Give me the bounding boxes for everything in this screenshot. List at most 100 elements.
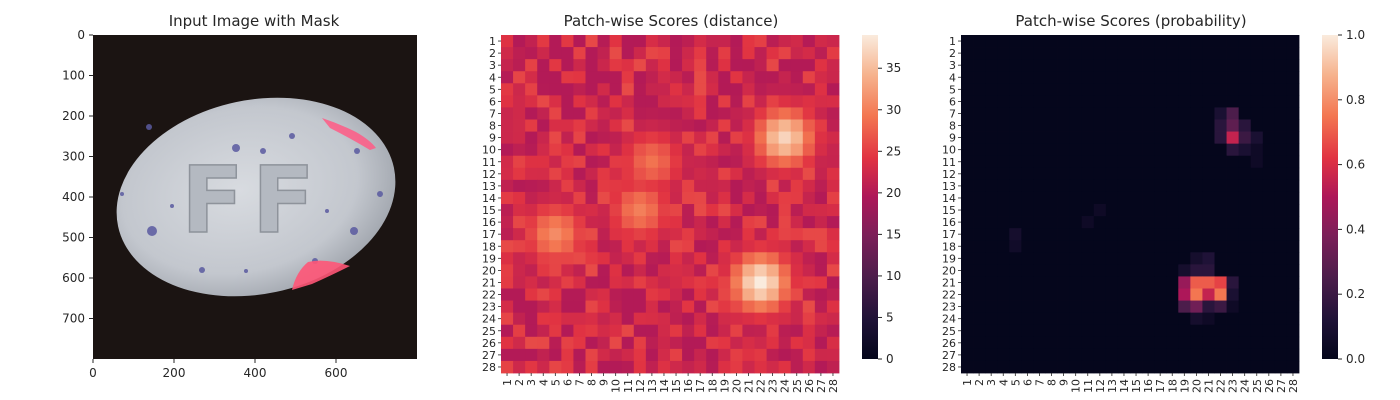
heatmap-cell: [1166, 324, 1179, 338]
heatmap-cell: [1142, 59, 1155, 72]
heatmap-cell: [730, 324, 743, 338]
heatmap-cell: [1154, 228, 1167, 241]
heatmap-cell: [1009, 204, 1022, 217]
heatmap-cell: [1033, 252, 1046, 265]
colorbar-tick-label: 35: [886, 61, 901, 75]
heatmap-cell: [597, 312, 611, 326]
heatmap-cell: [997, 324, 1010, 338]
heatmap-cell: [766, 324, 780, 338]
heatmap-cell: [742, 71, 755, 84]
heatmap-cell: [1250, 191, 1264, 205]
heatmap-cell: [1009, 300, 1022, 314]
heatmap-cell: [754, 155, 767, 169]
heatmap-cell: [1021, 191, 1034, 205]
heatmap-cell: [1069, 204, 1083, 217]
heatmap-cell: [1286, 240, 1300, 253]
heatmap-cell: [1190, 288, 1203, 301]
heatmap-cell: [985, 95, 998, 108]
heatmap-cell: [585, 216, 598, 229]
heatmap-cell: [609, 35, 623, 48]
heatmap-cell: [1009, 167, 1022, 181]
heatmap-cell: [778, 204, 792, 217]
heatmap-cell: [1081, 143, 1095, 157]
heatmap-cell: [561, 348, 574, 362]
heatmap-cell: [1057, 300, 1071, 314]
col-tick-label: 17: [1154, 379, 1167, 393]
heatmap-cell: [1057, 47, 1071, 60]
heatmap-cell: [694, 288, 707, 301]
heatmap-cell: [997, 216, 1010, 229]
pill-imprint: FF: [181, 147, 323, 254]
heatmap-cell: [754, 240, 767, 253]
heatmap-cell: [1226, 276, 1240, 289]
heatmap-cell: [1250, 107, 1264, 120]
heatmap-cell: [1009, 264, 1022, 277]
heatmap-cell: [961, 131, 974, 145]
heatmap-cell: [1238, 59, 1252, 72]
y-tick-label: 400: [62, 190, 85, 204]
distance-ticks: 1122334455667788991010111112121313141415…: [482, 35, 840, 393]
heatmap-cell: [1214, 348, 1227, 362]
heatmap-cell: [1069, 131, 1083, 145]
heatmap-cell: [537, 155, 550, 169]
heatmap-cell: [1238, 179, 1252, 193]
heatmap-cell: [985, 348, 998, 362]
heatmap-cell: [706, 191, 719, 205]
heatmap-cell: [766, 143, 780, 157]
col-tick-label: 26: [803, 379, 816, 393]
heatmap-cell: [1238, 71, 1252, 84]
heatmap-cell: [1190, 204, 1203, 217]
heatmap-cell: [1130, 95, 1143, 108]
col-tick-label: 10: [610, 379, 623, 393]
heatmap-cell: [1033, 95, 1046, 108]
heatmap-cell: [985, 216, 998, 229]
col-tick-label: 24: [1239, 379, 1252, 393]
heatmap-cell: [513, 228, 526, 241]
heatmap-cell: [997, 83, 1010, 96]
heatmap-cell: [790, 264, 804, 277]
heatmap-cell: [1033, 240, 1046, 253]
heatmap-cell: [561, 155, 574, 169]
heatmap-cell: [961, 191, 974, 205]
heatmap-cell: [1250, 324, 1264, 338]
heatmap-cell: [633, 252, 647, 265]
heatmap-cell: [513, 324, 526, 338]
heatmap-cell: [1202, 47, 1215, 60]
heatmap-cell: [973, 216, 986, 229]
heatmap-cell: [802, 143, 816, 157]
heatmap-cell: [742, 191, 755, 205]
heatmap-cell: [1130, 71, 1143, 84]
heatmap-cell: [1202, 312, 1215, 326]
heatmap-cell: [1214, 35, 1227, 48]
heatmap-cell: [1154, 59, 1167, 72]
heatmap-cell: [730, 204, 743, 217]
heatmap-cell: [1214, 191, 1227, 205]
heatmap-cell: [973, 179, 986, 193]
heatmap-cell: [778, 191, 792, 205]
heatmap-cell: [1214, 119, 1227, 132]
heatmap-cell: [1238, 119, 1252, 132]
probability-heatmap: [961, 35, 1300, 374]
heatmap-cell: [826, 300, 840, 314]
heatmap-cell: [1069, 59, 1083, 72]
heatmap-cell: [1154, 288, 1167, 301]
heatmap-cell: [1202, 35, 1215, 48]
heatmap-cell: [573, 216, 586, 229]
row-tick-label: 18: [482, 240, 496, 253]
heatmap-cell: [633, 276, 647, 289]
heatmap-cell: [621, 191, 635, 205]
heatmap-cell: [1021, 167, 1034, 181]
heatmap-cell: [985, 336, 998, 350]
heatmap-cell: [754, 204, 767, 217]
heatmap-cell: [633, 95, 647, 108]
heatmap-cell: [1117, 216, 1131, 229]
heatmap-cell: [585, 143, 598, 157]
heatmap-cell: [742, 228, 755, 241]
heatmap-cell: [1021, 336, 1034, 350]
col-tick-label: 15: [1130, 379, 1143, 393]
heatmap-cell: [549, 83, 562, 96]
heatmap-cell: [1238, 35, 1252, 48]
heatmap-cell: [1214, 107, 1227, 120]
row-tick-label: 27: [482, 349, 496, 362]
heatmap-cell: [1033, 167, 1046, 181]
